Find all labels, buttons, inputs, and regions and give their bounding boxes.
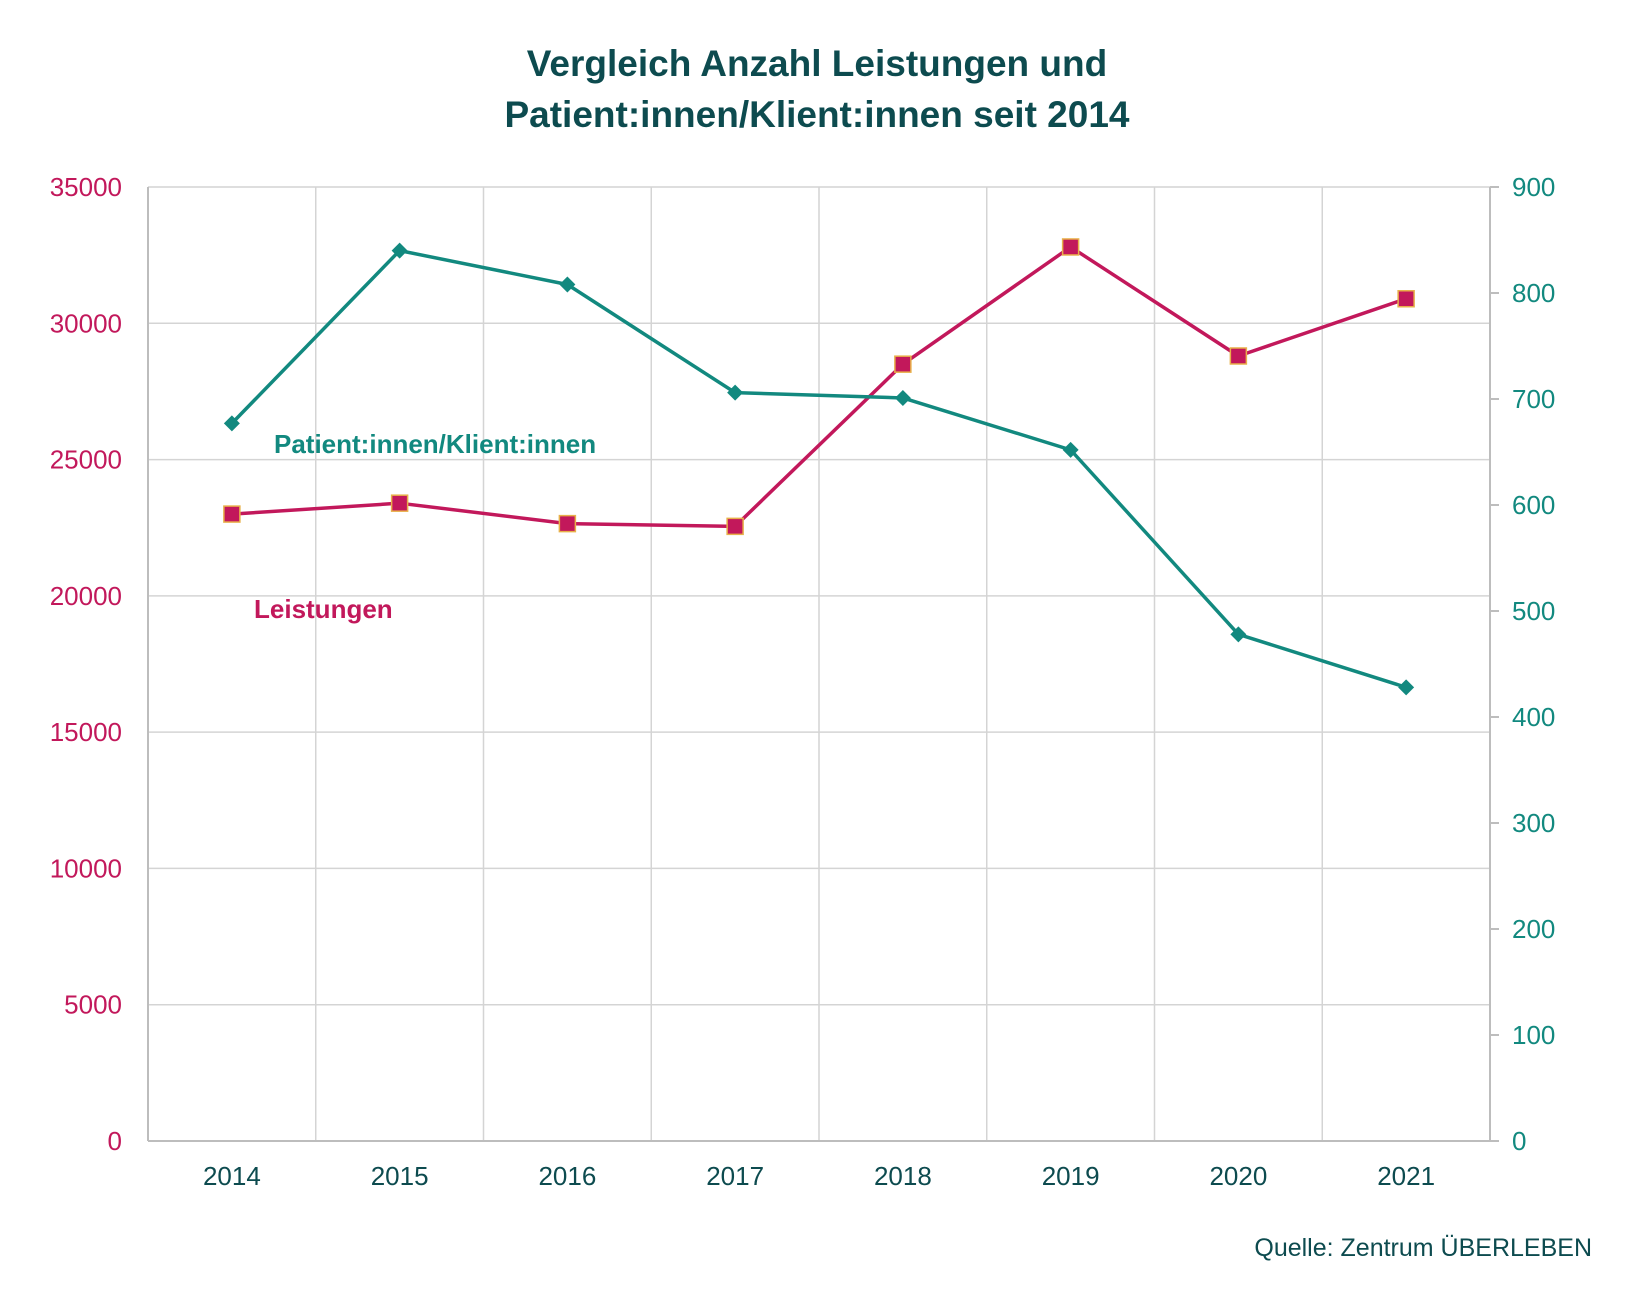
right-axis-tick-label: 800	[1512, 278, 1555, 308]
x-axis-tick-label: 2019	[1042, 1161, 1100, 1191]
patienten-marker	[727, 384, 744, 401]
right-axis-tick-label: 400	[1512, 702, 1555, 732]
x-axis-tick-label: 2014	[203, 1161, 261, 1191]
patienten-marker	[223, 415, 240, 432]
leistungen-marker	[223, 505, 241, 523]
patienten-marker	[894, 389, 911, 406]
series-label-leistungen: Leistungen	[254, 594, 393, 624]
x-axis-tick-label: 2017	[706, 1161, 764, 1191]
patienten-marker	[1230, 626, 1247, 643]
left-axis-tick-label: 0	[108, 1126, 122, 1156]
series-line-leistungen	[231, 245, 1407, 529]
right-axis-tick-label: 100	[1512, 1020, 1555, 1050]
series-markers	[223, 238, 1415, 696]
chart-title-line-2: Patient:innen/Klient:innen seit 2014	[504, 94, 1130, 135]
left-axis-tick-label: 35000	[50, 172, 122, 202]
leistungen-marker	[390, 494, 409, 512]
left-axis-tick-label: 15000	[50, 717, 122, 747]
x-axis-tick-label: 2018	[874, 1161, 932, 1191]
chart-title-line-1: Vergleich Anzahl Leistungen und	[526, 43, 1108, 84]
leistungen-marker	[726, 517, 744, 536]
left-axis-tick-label: 25000	[50, 445, 122, 475]
series-label-patienten: Patient:innen/Klient:innen	[274, 429, 596, 459]
left-axis-tick-label: 5000	[64, 990, 122, 1020]
patienten-marker	[391, 242, 408, 259]
source-note: Quelle: Zentrum ÜBERLEBEN	[1254, 1234, 1592, 1262]
chart-title: Vergleich Anzahl Leistungen und Patient:…	[0, 38, 1634, 140]
grid-lines	[148, 186, 1490, 1142]
right-axis-tick-label: 600	[1512, 490, 1555, 520]
right-axis-tick-label: 700	[1512, 384, 1555, 414]
leistungen-marker	[894, 355, 912, 373]
right-axis-tick-label: 300	[1512, 808, 1555, 838]
x-axis-tick-label: 2020	[1209, 1161, 1267, 1191]
left-axis-tick-label: 10000	[50, 853, 122, 883]
leistungen-marker	[1061, 238, 1080, 256]
x-axis-tick-label: 2021	[1377, 1161, 1435, 1191]
series-labels: Patient:innen/Klient:innen Leistungen	[254, 429, 596, 624]
x-axis-tick-label: 2016	[538, 1161, 596, 1191]
leistungen-marker	[1397, 290, 1415, 308]
right-axis-tick-label: 500	[1512, 596, 1555, 626]
leistungen-marker	[558, 514, 577, 533]
patienten-marker	[559, 276, 576, 293]
series-line-patienten	[230, 248, 1407, 689]
axes: 0 5000 10000 15000 20000 25000 30000 35000 0 100 2…	[50, 172, 1556, 1191]
right-axis-tick-label: 900	[1512, 172, 1555, 202]
left-axis-tick-label: 30000	[50, 308, 122, 338]
x-axis-tick-label: 2015	[371, 1161, 429, 1191]
series-lines	[230, 245, 1407, 689]
patienten-marker	[1398, 679, 1415, 696]
leistungen-marker	[1229, 347, 1248, 365]
patienten-marker	[1062, 441, 1079, 458]
left-axis-tick-label: 20000	[50, 581, 122, 611]
right-axis-tick-label: 0	[1512, 1126, 1526, 1156]
right-axis-tick-label: 200	[1512, 914, 1555, 944]
